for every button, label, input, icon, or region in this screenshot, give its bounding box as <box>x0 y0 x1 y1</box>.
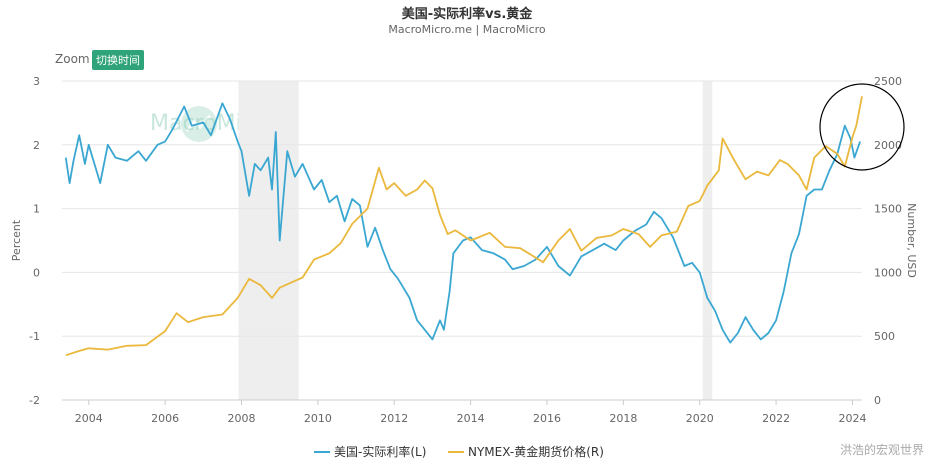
x-tick-label: 2018 <box>609 412 637 425</box>
recession-shading <box>238 81 713 400</box>
y-left-tick-label: 3 <box>33 75 40 88</box>
y-right-tick-label: 2500 <box>874 75 902 88</box>
highlight-circle <box>819 83 905 171</box>
y-left-tick-label: -1 <box>29 330 40 343</box>
y-left-axis-label: Percent <box>10 219 23 261</box>
x-tick-label: 2022 <box>762 412 790 425</box>
legend-item-gold[interactable]: NYMEX-黄金期货价格(R) <box>448 444 604 459</box>
chart-title: 美国-实际利率vs.黄金 <box>401 7 533 22</box>
series-lines <box>64 96 863 357</box>
x-tick-label: 2020 <box>686 412 714 425</box>
y-left-tick-label: 1 <box>33 203 40 216</box>
series-line-gold <box>65 96 863 357</box>
y-right-axis-label: Number, USD <box>905 203 918 278</box>
x-tick-label: 2016 <box>533 412 561 425</box>
y-left-tick-label: 0 <box>33 266 40 279</box>
recession-band <box>702 81 713 400</box>
x-tick-label: 2006 <box>151 412 179 425</box>
zoom-label: Zoom <box>55 52 90 66</box>
chart-subtitle: MacroMicro.me | MacroMicro <box>388 23 546 36</box>
y-right-tick-label: 1500 <box>874 203 902 216</box>
x-tick-label: 2010 <box>304 412 332 425</box>
y-right-tick-label: 2000 <box>874 139 902 152</box>
legend-item-real-rate[interactable]: 美国-实际利率(L) <box>314 444 426 459</box>
x-tick-label: 2024 <box>838 412 866 425</box>
y-left-tick-label: -2 <box>29 394 40 407</box>
y-left-tick-label: 2 <box>33 139 40 152</box>
series-line-real-rate <box>64 102 861 344</box>
x-tick-label: 2004 <box>75 412 103 425</box>
x-tick-label: 2008 <box>227 412 255 425</box>
recession-band <box>238 81 299 400</box>
y-right-tick-label: 500 <box>874 330 895 343</box>
legend-label: 美国-实际利率(L) <box>334 444 426 459</box>
y-right-tick-label: 1000 <box>874 266 902 279</box>
axes: -2 -1 0 1 2 3 0 500 1000 1500 2000 2500 2004 2006 2008… <box>10 75 918 425</box>
legend: 美国-实际利率(L) NYMEX-黄金期货价格(R) <box>314 444 604 459</box>
x-tick-label: 2014 <box>457 412 485 425</box>
x-tick-label: 2012 <box>380 412 408 425</box>
y-right-tick-label: 0 <box>874 394 881 407</box>
source-watermark: 洪浩的宏观世界 <box>839 443 924 457</box>
legend-label: NYMEX-黄金期货价格(R) <box>468 444 604 459</box>
annotations <box>819 83 905 171</box>
switch-time-button[interactable]: 切换时间 <box>92 50 144 70</box>
